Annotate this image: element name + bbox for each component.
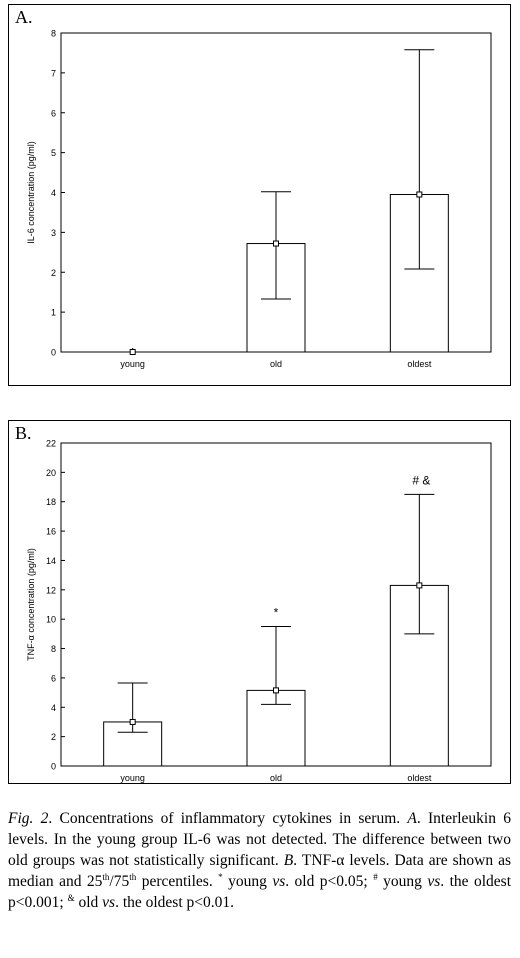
panel-label-b: B. bbox=[15, 423, 32, 443]
x-tick-label: young bbox=[120, 773, 145, 783]
y-tick-label: 7 bbox=[51, 68, 56, 78]
y-tick-label: 20 bbox=[46, 468, 56, 478]
y-tick-label: 8 bbox=[51, 29, 56, 39]
x-tick-label: oldest bbox=[407, 773, 432, 783]
y-tick-label: 14 bbox=[46, 556, 56, 566]
caption-text-2: . Interleukin 6 levels. In the young gro… bbox=[8, 810, 511, 869]
caption-text-5: percentiles. bbox=[136, 873, 219, 890]
caption-text-4: /75 bbox=[109, 873, 130, 890]
chart-a-svg: 0 1 2 3 4 5 6 7 8 IL-6 concentration (pg/ml) young… bbox=[26, 29, 492, 369]
caption-text-7: . old p<0.05; bbox=[285, 873, 374, 890]
caption-vs-2: vs bbox=[427, 873, 441, 890]
y-tick-label: 2 bbox=[51, 732, 56, 742]
caption-text-9: . the oldest p<0.001; bbox=[8, 873, 511, 911]
x-tick-label: oldest bbox=[407, 359, 432, 369]
caption-vs-3: vs bbox=[102, 894, 116, 911]
caption-b: B bbox=[283, 852, 294, 869]
y-tick-label: 10 bbox=[46, 615, 56, 625]
significance-mark-oldest: # & bbox=[412, 473, 430, 487]
x-tick-label: old bbox=[270, 359, 282, 369]
median-marker-oldest bbox=[416, 191, 423, 198]
caption-text-10: old bbox=[74, 894, 103, 911]
chart-b-svg: 0 2 4 6 8 10 12 14 16 18 20 22 TNF-α concentration (… bbox=[26, 439, 492, 783]
y-tick-label: 12 bbox=[46, 585, 56, 595]
y-tick-label: 18 bbox=[46, 497, 56, 507]
median-marker-old bbox=[273, 240, 279, 247]
median-marker-oldest bbox=[416, 582, 423, 589]
y-tick-label: 4 bbox=[51, 188, 56, 198]
chart-panel-b: B. 0 2 4 6 8 10 12 14 16 18 20 22 TNF-α concentratio… bbox=[8, 420, 511, 784]
x-tick-label: old bbox=[270, 773, 282, 783]
chart-panel-a: A. 0 1 2 3 4 5 6 7 8 IL-6 concentration (pg/ml) yo… bbox=[8, 4, 511, 386]
caption-text-1: . Concentrations of inflammatory cytokin… bbox=[48, 810, 408, 827]
significance-mark-old: * bbox=[274, 606, 279, 620]
y-tick-label: 22 bbox=[46, 439, 56, 449]
y-tick-label: 16 bbox=[46, 527, 56, 537]
y-tick-label: 5 bbox=[51, 148, 56, 158]
caption-a: A bbox=[407, 810, 417, 827]
y-tick-label: 1 bbox=[51, 308, 56, 318]
caption-sup-th1: th bbox=[102, 871, 110, 882]
median-marker-young bbox=[129, 349, 136, 355]
y-tick-label: 6 bbox=[51, 673, 56, 683]
y-tick-label: 8 bbox=[51, 644, 56, 654]
y-tick-label: 0 bbox=[51, 762, 56, 772]
caption-sup-star: * bbox=[218, 871, 223, 882]
caption-fig: Fig. 2 bbox=[8, 810, 49, 827]
caption-sup-hash: # bbox=[373, 871, 378, 882]
median-marker-old bbox=[273, 687, 279, 694]
caption-text-8: young bbox=[377, 873, 428, 890]
caption-vs-1: vs bbox=[272, 873, 286, 890]
y-tick-label: 0 bbox=[51, 348, 56, 358]
y-tick-label: 2 bbox=[51, 268, 56, 278]
y-tick-label: 6 bbox=[51, 108, 56, 118]
caption-text-11: . the oldest p<0.01. bbox=[115, 894, 235, 911]
y-tick-label: 4 bbox=[51, 703, 56, 713]
y-tick-label: 3 bbox=[51, 228, 56, 238]
y-axis-label: TNF-α concentration (pg/ml) bbox=[26, 548, 36, 661]
x-tick-label: young bbox=[120, 359, 145, 369]
caption-text-6: young bbox=[222, 873, 273, 890]
median-marker-young bbox=[129, 718, 136, 725]
caption-text-3: . TNF-α levels. Data are shown as median… bbox=[8, 852, 511, 890]
panel-label-a: A. bbox=[15, 7, 33, 27]
y-axis-label: IL-6 concentration (pg/ml) bbox=[26, 141, 36, 244]
caption-sup-th2: th bbox=[129, 871, 137, 882]
figure-caption: Fig. 2. Concentrations of inflammatory c… bbox=[8, 808, 511, 913]
caption-sup-amp: & bbox=[67, 892, 75, 903]
